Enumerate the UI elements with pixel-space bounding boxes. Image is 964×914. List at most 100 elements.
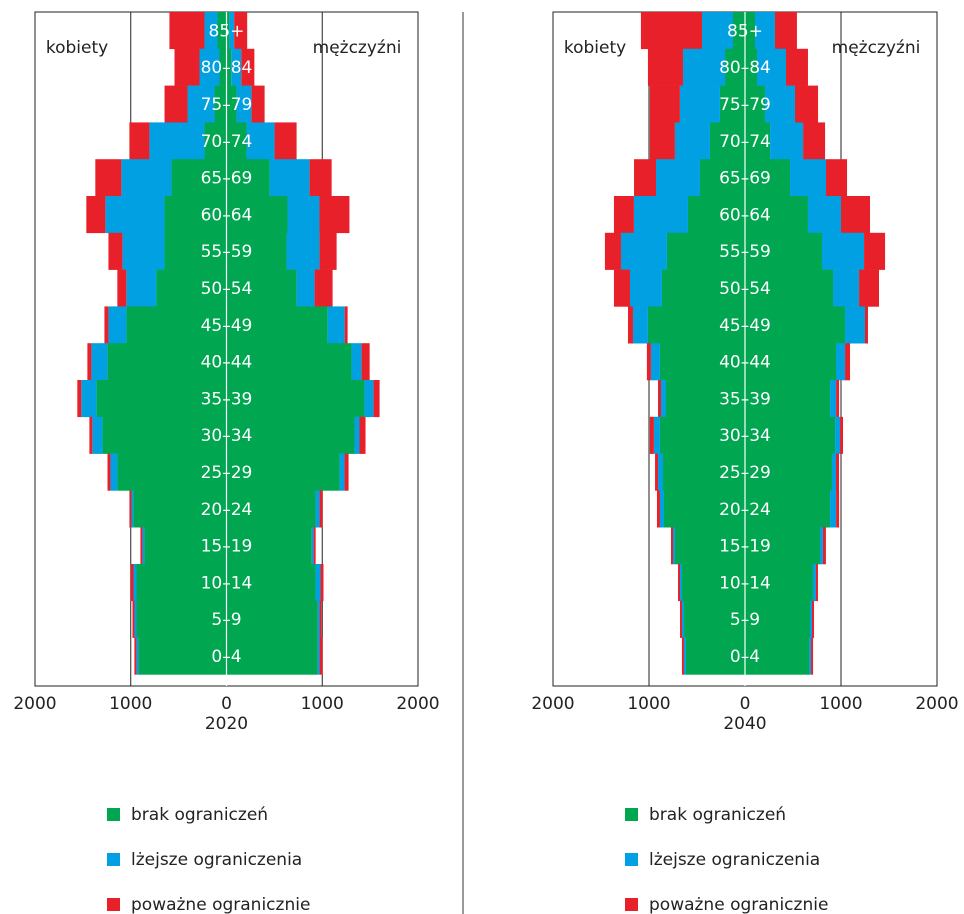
age-label: 55–59 <box>719 242 771 262</box>
bar-female <box>171 159 227 197</box>
bar-female <box>650 343 660 381</box>
bar-male <box>317 600 320 638</box>
bar-male <box>226 453 340 491</box>
bar-male <box>287 196 320 234</box>
bar-male <box>865 306 868 344</box>
age-label: 80–84 <box>719 58 771 78</box>
age-label: 65–69 <box>201 169 253 189</box>
bar-male <box>315 490 320 528</box>
left-label: kobiety <box>46 38 108 58</box>
bar-female <box>117 453 227 491</box>
x-tick-label: 1000 <box>301 694 344 714</box>
bar-female <box>133 490 227 528</box>
bar-male <box>757 48 786 86</box>
age-label: 25–29 <box>201 463 253 483</box>
bar-male <box>351 343 362 381</box>
age-label: 25–29 <box>719 463 771 483</box>
bar-female <box>121 159 172 197</box>
bar-male <box>859 269 880 307</box>
bar-female <box>86 196 106 234</box>
legend-swatch <box>107 808 120 821</box>
bar-male <box>833 269 860 307</box>
age-label: 70–74 <box>201 132 253 152</box>
bar-female <box>117 269 127 307</box>
bar-male <box>226 343 352 381</box>
right-label: mężczyźni <box>832 38 921 58</box>
age-label: 70–74 <box>719 132 771 152</box>
bar-female <box>199 48 220 86</box>
bar-female <box>132 600 135 638</box>
bar-female <box>632 306 648 344</box>
bar-female <box>681 637 684 675</box>
age-label: 15–19 <box>201 537 253 557</box>
bar-male <box>811 637 814 675</box>
bar-female <box>670 527 673 565</box>
right-label: mężczyźni <box>313 38 402 58</box>
bar-female <box>107 343 227 381</box>
bar-female <box>647 48 683 86</box>
bar-female <box>77 380 82 418</box>
bar-male <box>745 380 831 418</box>
bar-female <box>658 380 661 418</box>
bar-female <box>102 416 227 454</box>
bar-male <box>809 637 812 675</box>
bar-female <box>136 564 227 602</box>
bar-female <box>709 122 745 160</box>
bar-female <box>683 637 686 675</box>
bar-female <box>105 196 165 234</box>
age-label: 55–59 <box>201 242 253 262</box>
bar-male <box>313 527 316 565</box>
bar-female <box>647 306 745 344</box>
bar-female <box>136 637 139 675</box>
age-label: 10–14 <box>719 573 771 593</box>
bar-female <box>604 232 621 270</box>
bar-female <box>89 416 93 454</box>
bar-male <box>296 269 315 307</box>
bar-female <box>658 453 664 491</box>
age-label: 85+ <box>727 21 763 41</box>
bar-female <box>149 122 205 160</box>
bar-male <box>745 527 820 565</box>
bar-female <box>627 306 633 344</box>
bar-female <box>131 490 134 528</box>
bar-male <box>745 232 822 270</box>
legend-swatch <box>107 853 120 866</box>
bar-female <box>613 196 634 234</box>
legend-swatch <box>625 853 638 866</box>
bar-male <box>269 159 310 197</box>
bar-female <box>649 416 654 454</box>
age-label: 30–34 <box>719 426 771 446</box>
bar-female <box>136 600 227 638</box>
age-label: 35–39 <box>719 389 771 409</box>
bar-female <box>129 490 132 528</box>
bar-female <box>661 380 666 418</box>
age-label: 75–79 <box>201 95 253 115</box>
bar-female <box>680 564 683 602</box>
bar-female <box>126 269 157 307</box>
bar-male <box>339 453 345 491</box>
x-tick-label: 2000 <box>531 694 574 714</box>
x-tick-label: 1000 <box>109 694 152 714</box>
bar-female <box>649 122 675 160</box>
bar-male <box>835 416 841 454</box>
bar-male <box>311 527 314 565</box>
bar-male <box>314 269 333 307</box>
bar-male <box>354 416 360 454</box>
bar-female <box>656 159 700 197</box>
age-label: 0–4 <box>730 647 760 667</box>
bar-male <box>836 343 846 381</box>
bar-female <box>204 122 227 160</box>
bar-male <box>745 122 771 160</box>
bar-female <box>699 159 745 197</box>
bar-female <box>663 490 745 528</box>
bar-male <box>226 159 270 197</box>
bar-female <box>680 600 683 638</box>
bar-female <box>665 380 745 418</box>
bar-male <box>830 380 837 418</box>
bar-male <box>864 232 886 270</box>
age-label: 15–19 <box>719 537 771 557</box>
bar-female <box>91 343 108 381</box>
bar-female <box>679 85 720 123</box>
bar-female <box>138 637 227 675</box>
bar-male <box>819 527 823 565</box>
